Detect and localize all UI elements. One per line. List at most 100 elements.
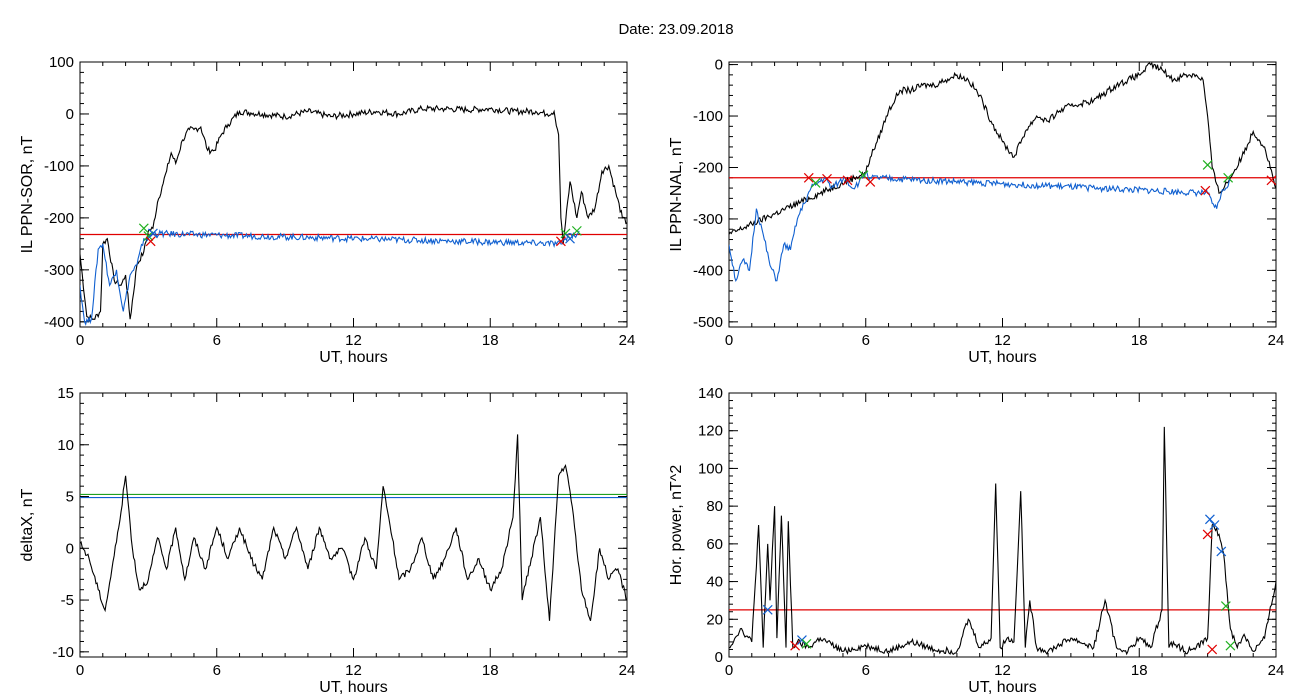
x-marker-stroke bbox=[555, 236, 566, 247]
x-tick-label: 24 bbox=[619, 332, 636, 349]
x-tick-label: 0 bbox=[76, 662, 84, 679]
x-marker-stroke bbox=[865, 176, 876, 187]
x-tick-label: 24 bbox=[1268, 332, 1285, 349]
x-marker-stroke bbox=[1200, 185, 1211, 196]
plot-area bbox=[729, 426, 1276, 656]
x-marker bbox=[762, 604, 773, 615]
x-marker-stroke bbox=[145, 236, 156, 247]
y-tick-label: 140 bbox=[698, 385, 723, 402]
x-marker-stroke bbox=[1209, 520, 1220, 530]
x-marker-stroke bbox=[1223, 172, 1234, 183]
y-tick-label: -400 bbox=[693, 262, 723, 279]
x-marker bbox=[1225, 640, 1236, 651]
x-marker bbox=[1220, 601, 1231, 612]
x-marker bbox=[565, 233, 575, 244]
x-marker bbox=[803, 172, 814, 183]
plot-frame bbox=[79, 61, 628, 328]
x-marker-stroke bbox=[143, 231, 154, 241]
x-marker bbox=[1207, 644, 1218, 655]
x-marker bbox=[842, 175, 853, 186]
x-marker-stroke bbox=[560, 228, 571, 239]
y-tick-label: -500 bbox=[693, 314, 723, 331]
x-marker-stroke bbox=[858, 170, 869, 181]
x-marker-stroke bbox=[1225, 640, 1236, 651]
x-axis-label: UT, hours bbox=[319, 679, 387, 696]
y-tick-label: 120 bbox=[698, 423, 723, 440]
x-tick-label: 6 bbox=[862, 332, 870, 349]
x-tick-label: 12 bbox=[994, 662, 1011, 679]
x-tick-label: 6 bbox=[213, 332, 221, 349]
x-marker-stroke bbox=[822, 173, 832, 184]
y-tick-label: 0 bbox=[66, 106, 74, 123]
y-axis-label: Hor. power, nT^2 bbox=[668, 465, 685, 586]
y-tick-label: 40 bbox=[706, 574, 723, 591]
x-marker bbox=[145, 236, 156, 247]
x-marker-stroke bbox=[138, 223, 149, 234]
y-tick-label: 5 bbox=[66, 489, 74, 506]
x-marker bbox=[1223, 172, 1234, 183]
chart-panel-1: 0 6 12 18 24 100 0 -100 -200 -300 -400 UT, hours IL … bbox=[19, 54, 635, 366]
x-marker-stroke bbox=[810, 177, 821, 188]
x-marker bbox=[571, 225, 582, 236]
plot-area bbox=[729, 62, 1276, 283]
x-tick-label: 0 bbox=[725, 332, 733, 349]
y-tick-label: -200 bbox=[44, 210, 74, 227]
x-marker-stroke bbox=[148, 228, 158, 239]
x-marker-stroke bbox=[801, 638, 812, 649]
series-line-1 bbox=[729, 426, 1276, 656]
x-marker-stroke bbox=[1204, 514, 1215, 525]
x-axis-label: UT, hours bbox=[968, 679, 1036, 696]
x-marker bbox=[1204, 514, 1215, 525]
x-axis-label: UT, hours bbox=[968, 349, 1036, 366]
x-marker-stroke bbox=[1266, 175, 1276, 186]
x-tick-label: 12 bbox=[345, 332, 362, 349]
y-tick-label: 0 bbox=[715, 649, 723, 666]
x-tick-label: 12 bbox=[994, 332, 1011, 349]
chart-panel-2: 0 6 12 18 24 0 -100 -200 -300 -400 -500 UT, hours IL… bbox=[668, 57, 1284, 366]
y-axis-label: IL PPN-SOR, nT bbox=[19, 135, 36, 253]
plot-frame bbox=[728, 61, 1277, 328]
x-marker-stroke bbox=[571, 225, 582, 236]
y-tick-label: 80 bbox=[706, 498, 723, 515]
y-tick-label: -400 bbox=[44, 314, 74, 331]
x-tick-label: 0 bbox=[725, 662, 733, 679]
y-tick-label: 15 bbox=[57, 385, 74, 402]
x-marker bbox=[148, 228, 158, 239]
plot-frame bbox=[728, 392, 1277, 658]
y-axis-label: deltaX, nT bbox=[19, 488, 36, 561]
series-line-1 bbox=[80, 434, 627, 621]
x-marker bbox=[790, 640, 801, 651]
y-tick-label: -300 bbox=[693, 211, 723, 228]
y-tick-label: 100 bbox=[49, 54, 74, 71]
x-marker bbox=[1216, 546, 1227, 557]
x-marker-stroke bbox=[762, 604, 773, 615]
x-marker-stroke bbox=[803, 172, 814, 183]
x-marker bbox=[1200, 185, 1211, 196]
x-tick-label: 24 bbox=[1268, 662, 1285, 679]
x-marker-stroke bbox=[565, 233, 575, 244]
series-line-1 bbox=[80, 104, 627, 323]
chart-panel-4: 0 6 12 18 24 140 120 100 80 60 40 20 0 UT, hours Hor. … bbox=[668, 385, 1284, 696]
x-marker bbox=[1202, 529, 1213, 540]
x-marker bbox=[801, 638, 812, 649]
y-tick-label: -100 bbox=[693, 108, 723, 125]
x-tick-label: 0 bbox=[76, 332, 84, 349]
x-tick-label: 6 bbox=[213, 662, 221, 679]
y-tick-label: -200 bbox=[693, 159, 723, 176]
x-tick-label: 18 bbox=[482, 332, 499, 349]
x-tick-label: 6 bbox=[862, 662, 870, 679]
y-tick-label: 60 bbox=[706, 536, 723, 553]
chart-panel-3: 0 6 12 18 24 15 10 5 0 -5 -10 UT, hours deltaX, nT bbox=[19, 385, 635, 696]
y-tick-label: -300 bbox=[44, 262, 74, 279]
x-marker-stroke bbox=[842, 175, 853, 186]
x-marker bbox=[1202, 159, 1213, 170]
x-marker bbox=[865, 176, 876, 187]
y-tick-label: -10 bbox=[52, 644, 74, 661]
y-tick-label: -100 bbox=[44, 158, 74, 175]
x-tick-label: 18 bbox=[1131, 332, 1148, 349]
x-tick-label: 24 bbox=[619, 662, 636, 679]
figure-title: Date: 23.09.2018 bbox=[618, 21, 733, 38]
series-line-1 bbox=[729, 62, 1276, 235]
x-tick-label: 18 bbox=[1131, 662, 1148, 679]
